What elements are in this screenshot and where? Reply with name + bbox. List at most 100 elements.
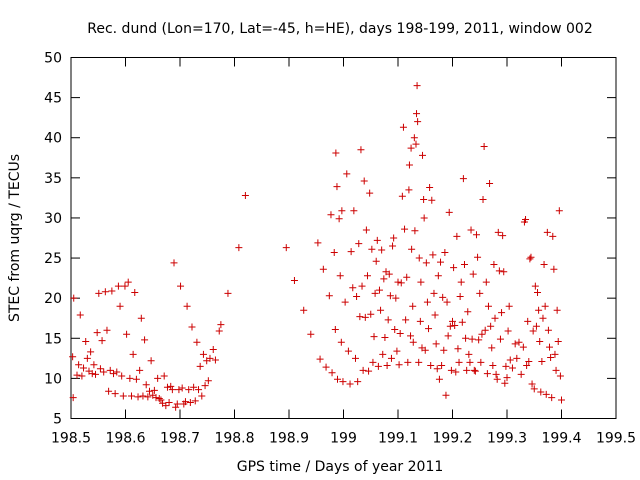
data-point: [494, 228, 502, 236]
data-point: [397, 279, 405, 287]
data-point: [186, 398, 194, 406]
data-point: [69, 353, 77, 361]
data-point: [106, 366, 114, 374]
data-point: [454, 345, 462, 353]
y-tick: 10: [44, 371, 616, 387]
data-point: [165, 398, 173, 406]
data-point: [524, 317, 532, 325]
data-point: [369, 358, 377, 366]
data-point: [370, 333, 378, 341]
data-point: [413, 110, 421, 118]
data-point: [123, 330, 131, 338]
data-point: [558, 396, 565, 404]
data-point: [405, 186, 413, 194]
x-tick-label: 199.4: [541, 431, 581, 447]
data-point: [451, 321, 459, 329]
x-tick: 199: [330, 57, 357, 447]
data-point: [511, 340, 519, 348]
data-point: [463, 366, 471, 374]
data-point: [420, 214, 428, 222]
data-point: [396, 329, 404, 337]
data-point: [366, 189, 374, 197]
x-tick: 198.9: [269, 57, 309, 447]
data-point: [469, 270, 477, 278]
data-point: [534, 289, 542, 297]
data-point: [335, 215, 343, 223]
data-point: [235, 244, 243, 252]
data-point: [432, 340, 440, 348]
data-point: [470, 366, 478, 374]
data-point: [83, 354, 91, 362]
y-axis-label: STEC from uqrg / TECUs: [7, 154, 23, 322]
data-point: [390, 234, 398, 242]
data-point: [199, 350, 207, 358]
data-point: [358, 282, 366, 290]
data-point: [290, 277, 298, 285]
x-tick: 198.7: [160, 57, 200, 447]
data-point: [477, 358, 485, 366]
data-point: [96, 365, 104, 373]
data-point: [543, 228, 551, 236]
data-point: [415, 358, 423, 366]
data-point: [368, 245, 376, 253]
x-tick: 198.6: [105, 57, 146, 447]
data-point: [87, 348, 95, 356]
data-point: [398, 192, 406, 200]
data-point: [480, 143, 488, 151]
data-point: [338, 207, 346, 215]
data-point: [93, 329, 101, 337]
data-point: [487, 322, 495, 330]
data-point: [114, 282, 122, 290]
data-point: [464, 308, 472, 316]
data-point: [539, 314, 547, 322]
data-point: [373, 236, 381, 244]
data-point: [82, 337, 90, 345]
data-point: [357, 146, 365, 154]
data-point: [442, 391, 450, 399]
data-point: [399, 123, 407, 131]
data-point: [430, 289, 438, 297]
x-tick-label: 198.5: [51, 431, 91, 447]
data-point: [417, 278, 425, 286]
data-point: [426, 183, 434, 191]
data-point: [394, 278, 402, 286]
data-point: [101, 288, 109, 296]
data-point: [386, 292, 394, 300]
data-point: [452, 368, 460, 376]
data-point: [365, 367, 373, 375]
data-point: [407, 332, 415, 340]
data-point: [408, 245, 416, 253]
data-point: [422, 259, 430, 267]
data-point: [367, 310, 375, 318]
data-point: [211, 356, 219, 364]
data-point: [556, 372, 564, 380]
data-point: [360, 177, 368, 185]
data-point: [471, 367, 479, 375]
data-point: [488, 344, 496, 352]
data-point: [489, 362, 497, 370]
data-point: [459, 175, 467, 183]
data-point: [193, 338, 201, 346]
data-point: [403, 273, 411, 281]
data-point: [139, 392, 147, 400]
data-point: [423, 298, 431, 306]
data-point: [198, 392, 206, 400]
x-tick: 198.8: [214, 57, 255, 447]
data-point: [73, 371, 81, 379]
data-point: [493, 375, 501, 383]
data-point: [413, 82, 421, 90]
data-point: [453, 232, 461, 240]
data-point: [490, 260, 498, 268]
y-tick: 50: [44, 51, 616, 67]
data-point: [131, 289, 139, 297]
data-point: [495, 267, 503, 275]
data-point: [407, 144, 415, 152]
data-point: [435, 375, 443, 383]
x-tick-label: 199.5: [596, 431, 636, 447]
data-point: [155, 394, 163, 402]
data-point: [103, 326, 111, 334]
data-point: [282, 244, 290, 252]
data-point: [481, 326, 489, 334]
data-point: [429, 251, 437, 259]
